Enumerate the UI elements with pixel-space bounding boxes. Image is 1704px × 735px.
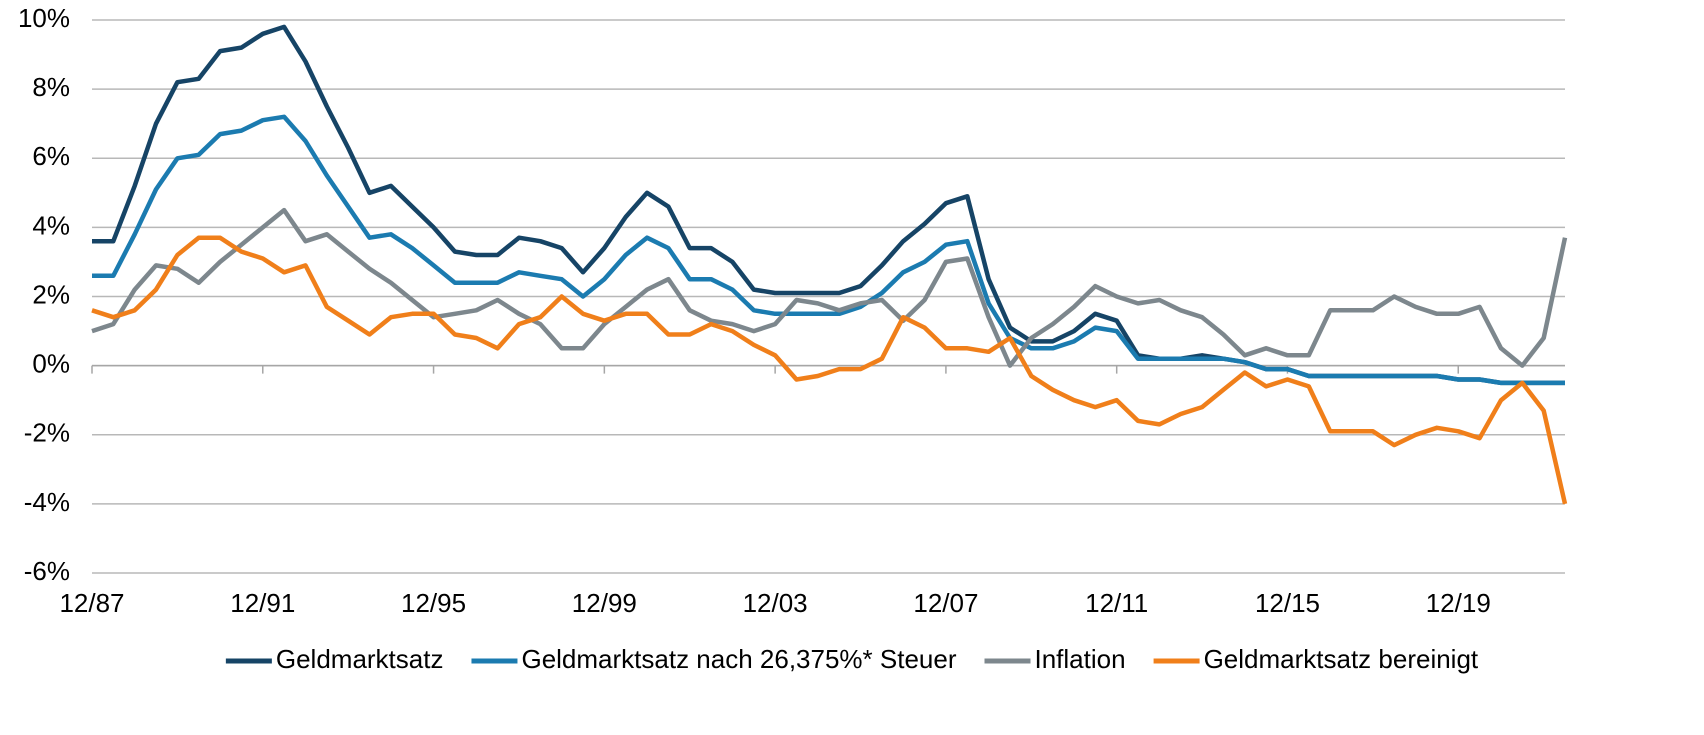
legend-label: Geldmarktsatz bbox=[276, 644, 444, 674]
x-tick-label: 12/11 bbox=[1085, 588, 1148, 618]
legend-label: Geldmarktsatz bereinigt bbox=[1204, 644, 1479, 674]
y-tick-label: 6% bbox=[32, 141, 70, 171]
legend-label: Geldmarktsatz nach 26,375%* Steuer bbox=[521, 644, 956, 674]
y-tick-label: -4% bbox=[24, 487, 70, 517]
series-line bbox=[92, 24, 1565, 386]
y-tick-label: 10% bbox=[18, 3, 70, 33]
x-tick-label: 12/07 bbox=[913, 588, 978, 618]
x-tick-label: 12/91 bbox=[230, 588, 295, 618]
y-tick-label: 4% bbox=[32, 210, 70, 240]
series-line bbox=[91, 235, 1568, 505]
x-tick-label: 12/19 bbox=[1426, 588, 1491, 618]
x-tick-label: 12/87 bbox=[59, 588, 124, 618]
series-line bbox=[91, 207, 1568, 368]
y-tick-label: -2% bbox=[24, 418, 70, 448]
y-tick-label: 8% bbox=[32, 72, 70, 102]
y-tick-label: -6% bbox=[24, 556, 70, 586]
series-line bbox=[92, 114, 1565, 386]
legend-label: Inflation bbox=[1035, 644, 1126, 674]
x-tick-label: 12/99 bbox=[572, 588, 637, 618]
x-tick-label: 12/15 bbox=[1255, 588, 1320, 618]
x-tick-label: 12/03 bbox=[743, 588, 808, 618]
y-tick-label: 2% bbox=[32, 279, 70, 309]
y-tick-label: 0% bbox=[32, 349, 70, 379]
x-tick-label: 12/95 bbox=[401, 588, 466, 618]
